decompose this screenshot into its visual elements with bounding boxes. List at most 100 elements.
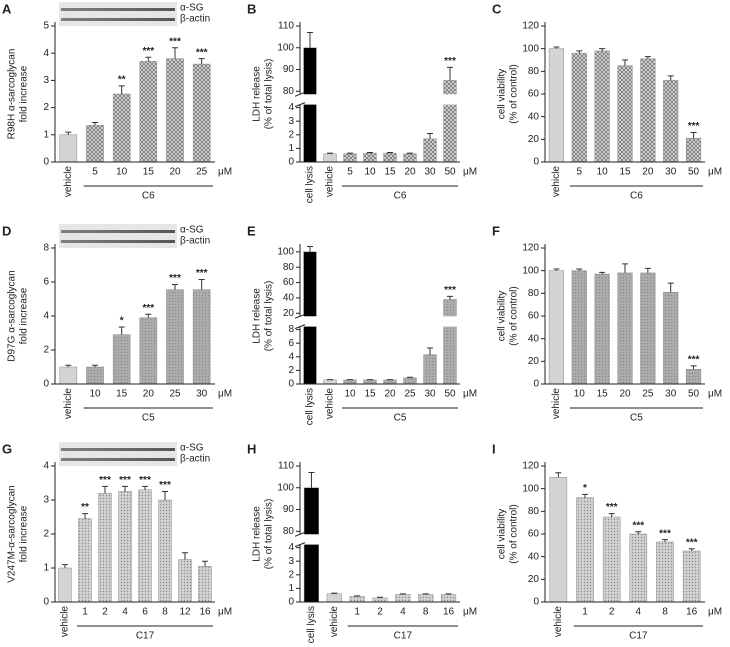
error-bar xyxy=(65,131,72,135)
error-bar xyxy=(688,548,695,551)
blot-label: α-SG xyxy=(180,443,204,454)
significance: *** xyxy=(196,47,208,58)
y-tick-label: 40 xyxy=(283,293,295,304)
x-tick-label: 10 xyxy=(597,167,609,178)
x-tick-label: 30 xyxy=(665,389,677,400)
error-bar xyxy=(622,263,628,273)
y-tick-label: 80 xyxy=(283,526,295,537)
y-tick-label: 1 xyxy=(288,583,294,594)
bar xyxy=(112,334,131,385)
panel-label: F xyxy=(492,223,500,238)
y-tick-label: 20 xyxy=(528,356,540,367)
bar xyxy=(423,138,437,163)
blot-band xyxy=(61,240,175,243)
group-label: C6 xyxy=(630,191,643,202)
x-tick-label: 15 xyxy=(619,167,631,178)
bar xyxy=(640,58,656,163)
y-tick-label: 4 xyxy=(288,102,294,113)
y-tick-label: 90 xyxy=(283,64,295,75)
x-tick-label: 15 xyxy=(597,389,609,400)
significance: *** xyxy=(632,520,644,531)
bar xyxy=(112,93,131,163)
y-tick-label: 120 xyxy=(522,461,539,472)
significance: *** xyxy=(659,528,671,539)
error-bar xyxy=(118,85,125,94)
y-axis-label: (% of control) xyxy=(509,286,520,345)
x-tick-label: 50 xyxy=(444,389,456,400)
blot-label: β-actin xyxy=(180,454,210,465)
error-bar xyxy=(553,46,560,49)
y-axis-label: fold increase xyxy=(19,287,30,344)
x-tick-label: 5 xyxy=(347,167,353,178)
significance: *** xyxy=(688,355,700,366)
bar xyxy=(617,65,633,163)
significance: *** xyxy=(196,268,208,279)
significance: * xyxy=(583,483,587,494)
axis-gap xyxy=(299,534,301,545)
y-axis-label: R98H α-sarcoglycan xyxy=(7,49,18,140)
error-bar xyxy=(667,282,674,293)
bar xyxy=(423,354,437,385)
y-axis-label: LDH release xyxy=(252,288,263,344)
x-tick-label: vehicle xyxy=(553,606,564,638)
bar xyxy=(86,125,104,163)
error-bar xyxy=(422,593,429,595)
group-label: C17 xyxy=(394,631,413,642)
y-axis-label: cell viability xyxy=(497,291,508,342)
error-bar xyxy=(427,132,433,139)
x-tick-label: vehicle xyxy=(63,166,74,198)
error-bar xyxy=(145,313,152,318)
axis-break xyxy=(298,94,460,105)
error-bar xyxy=(599,271,606,275)
bar xyxy=(395,594,411,603)
y-tick-label: 1 xyxy=(288,143,294,154)
significance: *** xyxy=(119,475,131,486)
significance: *** xyxy=(444,56,456,67)
y-axis-label: (% of total lysis) xyxy=(264,281,275,352)
bar xyxy=(59,134,78,163)
axis-gap xyxy=(299,316,301,327)
error-bar xyxy=(65,364,72,367)
y-tick-label: 4 xyxy=(288,351,294,362)
y-axis-label: (% of control) xyxy=(509,64,520,123)
error-bar xyxy=(690,132,697,139)
x-tick-label: 2 xyxy=(102,607,108,618)
y-tick-label: 3 xyxy=(43,75,49,86)
significance: * xyxy=(120,316,124,327)
x-tick-label: 10 xyxy=(116,167,128,178)
x-tick-label: 15 xyxy=(116,389,128,400)
y-tick-label: 6 xyxy=(288,338,294,349)
error-bar xyxy=(327,152,333,154)
y-tick-label: 4 xyxy=(43,311,49,322)
x-tick-label: 25 xyxy=(642,389,654,400)
error-bar xyxy=(172,47,178,59)
x-tick-label: 20 xyxy=(143,389,155,400)
significance: *** xyxy=(606,502,618,513)
y-tick-label: 100 xyxy=(522,43,539,54)
x-tick-label: vehicle xyxy=(551,388,562,420)
error-bar xyxy=(92,122,98,126)
error-bar xyxy=(447,295,453,300)
error-bar xyxy=(182,552,188,560)
bar xyxy=(571,52,587,163)
bar xyxy=(326,593,342,603)
break-mark xyxy=(294,531,306,537)
y-axis-label: D97G α-sarcoglycan xyxy=(7,270,18,361)
error-bar xyxy=(662,539,668,542)
x-tick-label: 5 xyxy=(92,167,98,178)
axis-break xyxy=(298,316,460,327)
bar xyxy=(403,153,417,163)
y-tick-label: 90 xyxy=(283,504,295,515)
bar xyxy=(363,152,377,163)
bar xyxy=(571,270,587,385)
bar xyxy=(323,379,337,385)
y-tick-label: 110 xyxy=(278,21,294,32)
error-bar xyxy=(198,278,205,290)
x-tick-label: 50 xyxy=(688,389,700,400)
bar xyxy=(441,594,457,603)
panel-label: B xyxy=(247,1,256,16)
y-tick-label: 80 xyxy=(528,66,540,77)
bar xyxy=(548,270,564,385)
y-tick-label: 0 xyxy=(533,157,539,168)
